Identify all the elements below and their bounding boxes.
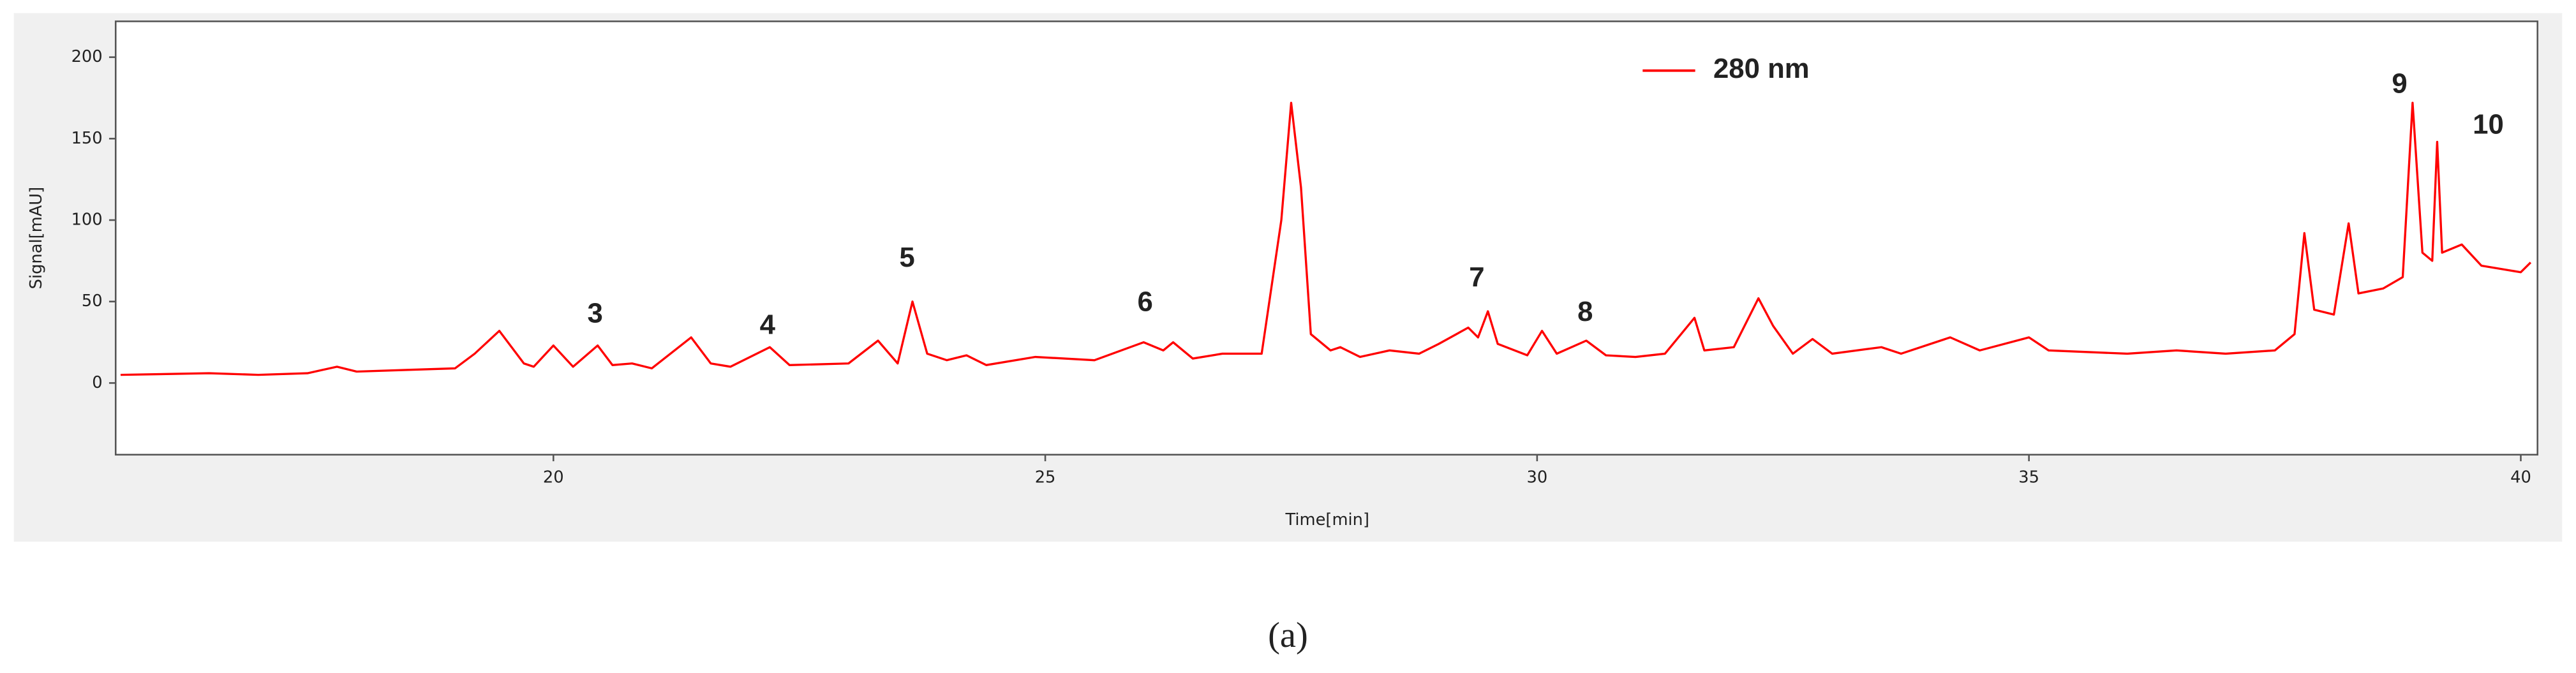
peak-label: 4 bbox=[760, 309, 776, 341]
legend-label: 280 nm bbox=[1713, 53, 1810, 84]
x-tick-label: 25 bbox=[1035, 468, 1056, 487]
x-tick-label: 30 bbox=[1527, 468, 1548, 487]
x-tick-label: 20 bbox=[543, 468, 564, 487]
plot-area bbox=[114, 20, 2538, 456]
caption: (a) bbox=[1268, 616, 1308, 655]
peak-label: 9 bbox=[2392, 68, 2407, 99]
peak-label: 7 bbox=[1469, 262, 1484, 293]
peak-label: 5 bbox=[899, 242, 914, 273]
y-tick-label: 200 bbox=[71, 47, 103, 66]
peak-label: 10 bbox=[2473, 109, 2504, 140]
x-axis-label: Time[min] bbox=[1284, 510, 1369, 529]
y-tick-label: 100 bbox=[71, 211, 103, 230]
y-axis-label: Signal[mAU] bbox=[27, 187, 46, 290]
x-tick-label: 35 bbox=[2018, 468, 2039, 487]
y-tick-label: 150 bbox=[71, 129, 103, 148]
peak-label: 6 bbox=[1137, 286, 1152, 318]
signal-line bbox=[120, 101, 2532, 376]
y-tick-label: 50 bbox=[82, 292, 103, 311]
x-tick-label: 40 bbox=[2510, 468, 2531, 487]
peak-label: 8 bbox=[1577, 296, 1593, 327]
peak-label: 3 bbox=[587, 298, 602, 329]
y-tick-label: 0 bbox=[92, 373, 102, 392]
